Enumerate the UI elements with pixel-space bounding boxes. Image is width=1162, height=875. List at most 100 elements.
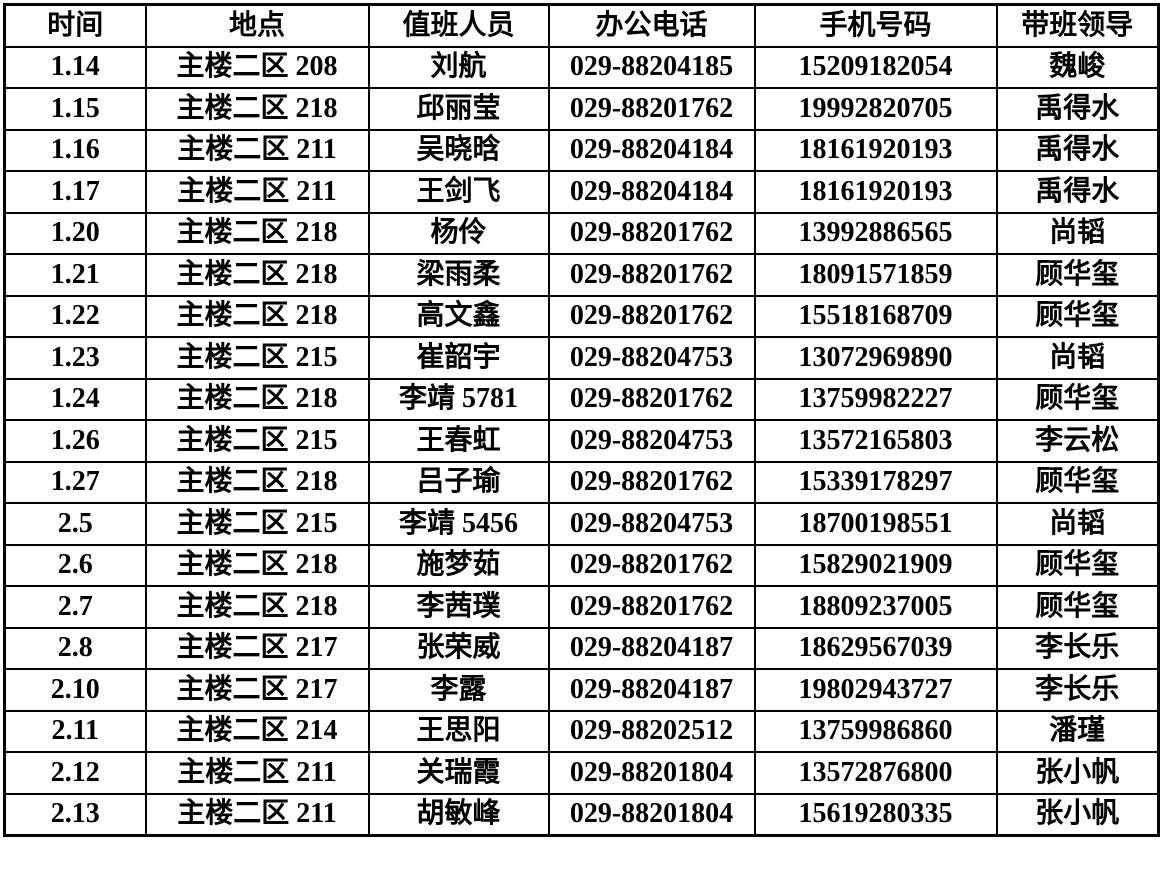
cell-office-phone: 029-88202512 <box>547 709 756 753</box>
cell-duty-leader: 李云松 <box>995 419 1160 463</box>
cell-duty-person: 李靖 5456 <box>367 502 550 546</box>
cell-office-phone: 029-88204184 <box>547 170 756 214</box>
cell-mobile-number: 13759986860 <box>753 709 998 753</box>
cell-mobile-number: 13759982227 <box>753 377 998 421</box>
cell-time: 2.11 <box>3 709 147 753</box>
cell-location: 主楼二区 214 <box>144 709 370 753</box>
column-header-office-phone: 办公电话 <box>547 3 756 48</box>
cell-time: 1.24 <box>3 377 147 421</box>
cell-mobile-number: 13992886565 <box>753 211 998 255</box>
cell-mobile-number: 18161920193 <box>753 170 998 214</box>
cell-time: 2.8 <box>3 626 147 670</box>
cell-duty-leader: 李长乐 <box>995 626 1160 670</box>
table-row: 1.26 主楼二区 215 王春虹 029-88204753 13572165803 李云… <box>3 419 1160 463</box>
table-row: 2.5 主楼二区 215 李靖 5456 029-88204753 1870019855… <box>3 502 1160 546</box>
duty-schedule-table: 时间 地点 值班人员 办公电话 手机号码 带班领导 1.14 主楼二区 208 刘航 029-8… <box>3 3 1160 837</box>
cell-duty-leader: 尚韬 <box>995 336 1160 380</box>
cell-time: 2.5 <box>3 502 147 546</box>
cell-duty-leader: 顾华玺 <box>995 377 1160 421</box>
cell-location: 主楼二区 217 <box>144 626 370 670</box>
cell-time: 1.17 <box>3 170 147 214</box>
table-row: 1.14 主楼二区 208 刘航 029-88204185 15209182054 魏峻 <box>3 45 1160 89</box>
table-row: 1.16 主楼二区 211 吴晓晗 029-88204184 18161920193 禹得… <box>3 128 1160 172</box>
cell-mobile-number: 18700198551 <box>753 502 998 546</box>
cell-duty-leader: 潘瑾 <box>995 709 1160 753</box>
cell-duty-person: 王思阳 <box>367 709 550 753</box>
cell-duty-person: 王剑飞 <box>367 170 550 214</box>
table-body: 1.14 主楼二区 208 刘航 029-88204185 15209182054 魏峻 1… <box>3 45 1160 837</box>
cell-office-phone: 029-88201762 <box>547 294 756 338</box>
cell-duty-leader: 李长乐 <box>995 668 1160 712</box>
cell-duty-person: 崔韶宇 <box>367 336 550 380</box>
cell-duty-person: 胡敏峰 <box>367 792 550 837</box>
cell-mobile-number: 15518168709 <box>753 294 998 338</box>
table-row: 1.22 主楼二区 218 高文鑫 029-88201762 15518168709 顾华… <box>3 294 1160 338</box>
cell-office-phone: 029-88204187 <box>547 626 756 670</box>
cell-mobile-number: 18091571859 <box>753 253 998 297</box>
cell-location: 主楼二区 215 <box>144 336 370 380</box>
cell-time: 1.20 <box>3 211 147 255</box>
table-row: 1.23 主楼二区 215 崔韶宇 029-88204753 13072969890 尚韬 <box>3 336 1160 380</box>
cell-location: 主楼二区 215 <box>144 419 370 463</box>
cell-location: 主楼二区 218 <box>144 253 370 297</box>
cell-time: 2.7 <box>3 585 147 629</box>
cell-mobile-number: 13072969890 <box>753 336 998 380</box>
cell-location: 主楼二区 218 <box>144 211 370 255</box>
cell-location: 主楼二区 218 <box>144 294 370 338</box>
cell-time: 1.26 <box>3 419 147 463</box>
cell-duty-leader: 禹得水 <box>995 87 1160 131</box>
cell-location: 主楼二区 215 <box>144 502 370 546</box>
cell-duty-person: 吴晓晗 <box>367 128 550 172</box>
header-row: 时间 地点 值班人员 办公电话 手机号码 带班领导 <box>3 3 1160 48</box>
cell-duty-leader: 顾华玺 <box>995 543 1160 587</box>
table-row: 2.7 主楼二区 218 李茜璞 029-88201762 18809237005 顾华玺 <box>3 585 1160 629</box>
cell-location: 主楼二区 218 <box>144 585 370 629</box>
cell-time: 2.12 <box>3 751 147 795</box>
table-header: 时间 地点 值班人员 办公电话 手机号码 带班领导 <box>3 3 1160 48</box>
cell-office-phone: 029-88204185 <box>547 45 756 89</box>
cell-duty-leader: 张小帆 <box>995 792 1160 837</box>
table-row: 2.13 主楼二区 211 胡敏峰 029-88201804 15619280335 张小… <box>3 792 1160 837</box>
table-row: 2.10 主楼二区 217 李露 029-88204187 19802943727 李长乐 <box>3 668 1160 712</box>
cell-location: 主楼二区 211 <box>144 751 370 795</box>
cell-duty-person: 吕子瑜 <box>367 460 550 504</box>
cell-location: 主楼二区 218 <box>144 377 370 421</box>
column-header-location: 地点 <box>144 3 370 48</box>
cell-location: 主楼二区 211 <box>144 792 370 837</box>
cell-duty-leader: 尚韬 <box>995 211 1160 255</box>
cell-time: 1.22 <box>3 294 147 338</box>
cell-location: 主楼二区 211 <box>144 170 370 214</box>
cell-location: 主楼二区 211 <box>144 128 370 172</box>
cell-duty-leader: 尚韬 <box>995 502 1160 546</box>
cell-duty-leader: 禹得水 <box>995 128 1160 172</box>
cell-duty-person: 王春虹 <box>367 419 550 463</box>
cell-mobile-number: 19992820705 <box>753 87 998 131</box>
cell-duty-person: 张荣威 <box>367 626 550 670</box>
cell-duty-leader: 魏峻 <box>995 45 1160 89</box>
cell-mobile-number: 15209182054 <box>753 45 998 89</box>
cell-office-phone: 029-88201804 <box>547 751 756 795</box>
cell-mobile-number: 15829021909 <box>753 543 998 587</box>
cell-time: 1.15 <box>3 87 147 131</box>
cell-duty-person: 李露 <box>367 668 550 712</box>
cell-duty-leader: 张小帆 <box>995 751 1160 795</box>
cell-duty-person: 梁雨柔 <box>367 253 550 297</box>
cell-mobile-number: 15619280335 <box>753 792 998 837</box>
cell-office-phone: 029-88201762 <box>547 460 756 504</box>
cell-mobile-number: 13572165803 <box>753 419 998 463</box>
cell-location: 主楼二区 218 <box>144 460 370 504</box>
cell-time: 1.16 <box>3 128 147 172</box>
cell-duty-person: 李靖 5781 <box>367 377 550 421</box>
cell-mobile-number: 18809237005 <box>753 585 998 629</box>
table-row: 1.15 主楼二区 218 邱丽莹 029-88201762 19992820705 禹得… <box>3 87 1160 131</box>
table-row: 1.17 主楼二区 211 王剑飞 029-88204184 18161920193 禹得… <box>3 170 1160 214</box>
table-row: 1.20 主楼二区 218 杨伶 029-88201762 13992886565 尚韬 <box>3 211 1160 255</box>
cell-duty-person: 施梦茹 <box>367 543 550 587</box>
cell-time: 1.14 <box>3 45 147 89</box>
cell-location: 主楼二区 208 <box>144 45 370 89</box>
cell-mobile-number: 13572876800 <box>753 751 998 795</box>
cell-office-phone: 029-88204753 <box>547 419 756 463</box>
cell-office-phone: 029-88201804 <box>547 792 756 837</box>
cell-duty-leader: 禹得水 <box>995 170 1160 214</box>
